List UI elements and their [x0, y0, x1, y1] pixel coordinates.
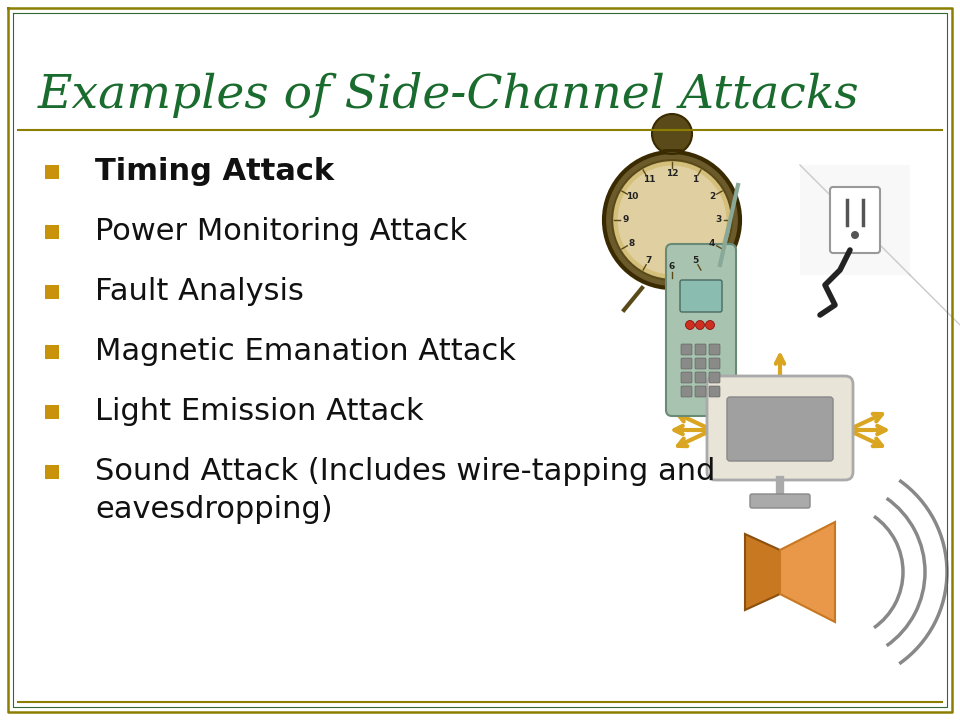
- Bar: [45, 165, 59, 179]
- FancyBboxPatch shape: [709, 344, 720, 355]
- Text: Fault Analysis: Fault Analysis: [95, 277, 304, 307]
- Circle shape: [652, 114, 692, 154]
- FancyBboxPatch shape: [695, 386, 706, 397]
- Text: Magnetic Emanation Attack: Magnetic Emanation Attack: [95, 338, 516, 366]
- Circle shape: [604, 152, 740, 288]
- Text: Light Emission Attack: Light Emission Attack: [95, 397, 423, 426]
- FancyBboxPatch shape: [727, 397, 833, 461]
- FancyBboxPatch shape: [681, 358, 692, 369]
- Bar: [45, 465, 59, 479]
- FancyBboxPatch shape: [666, 244, 736, 416]
- FancyBboxPatch shape: [709, 372, 720, 383]
- Text: 1: 1: [692, 176, 698, 184]
- FancyBboxPatch shape: [681, 386, 692, 397]
- Text: Examples of Side-Channel Attacks: Examples of Side-Channel Attacks: [38, 72, 859, 118]
- Circle shape: [706, 320, 714, 330]
- FancyBboxPatch shape: [695, 358, 706, 369]
- Bar: [45, 345, 59, 359]
- Text: 9: 9: [623, 215, 629, 225]
- Text: 6: 6: [669, 262, 675, 271]
- Text: 3: 3: [715, 215, 721, 225]
- Bar: [45, 225, 59, 239]
- Circle shape: [851, 231, 859, 239]
- Bar: [45, 405, 59, 419]
- FancyBboxPatch shape: [681, 344, 692, 355]
- FancyBboxPatch shape: [695, 344, 706, 355]
- Text: 5: 5: [692, 256, 698, 264]
- Bar: [45, 285, 59, 299]
- Text: eavesdropping): eavesdropping): [95, 495, 332, 524]
- Text: 4: 4: [708, 238, 715, 248]
- Polygon shape: [780, 522, 835, 622]
- FancyBboxPatch shape: [681, 372, 692, 383]
- Polygon shape: [745, 534, 780, 610]
- Circle shape: [685, 320, 694, 330]
- FancyBboxPatch shape: [750, 494, 810, 508]
- Text: 2: 2: [708, 192, 715, 202]
- Text: 11: 11: [642, 176, 655, 184]
- FancyBboxPatch shape: [695, 372, 706, 383]
- Bar: [800, 165, 910, 275]
- Text: 10: 10: [626, 192, 638, 202]
- Text: Power Monitoring Attack: Power Monitoring Attack: [95, 217, 468, 246]
- FancyBboxPatch shape: [830, 187, 880, 253]
- Text: 8: 8: [629, 238, 636, 248]
- Circle shape: [617, 166, 727, 274]
- FancyBboxPatch shape: [707, 376, 853, 480]
- FancyBboxPatch shape: [680, 280, 722, 312]
- Text: Sound Attack (Includes wire-tapping and: Sound Attack (Includes wire-tapping and: [95, 457, 715, 487]
- Text: 7: 7: [646, 256, 652, 264]
- Circle shape: [612, 160, 732, 280]
- FancyBboxPatch shape: [709, 386, 720, 397]
- Text: Timing Attack: Timing Attack: [95, 158, 334, 186]
- Circle shape: [695, 320, 705, 330]
- FancyBboxPatch shape: [709, 358, 720, 369]
- Text: 12: 12: [665, 169, 679, 179]
